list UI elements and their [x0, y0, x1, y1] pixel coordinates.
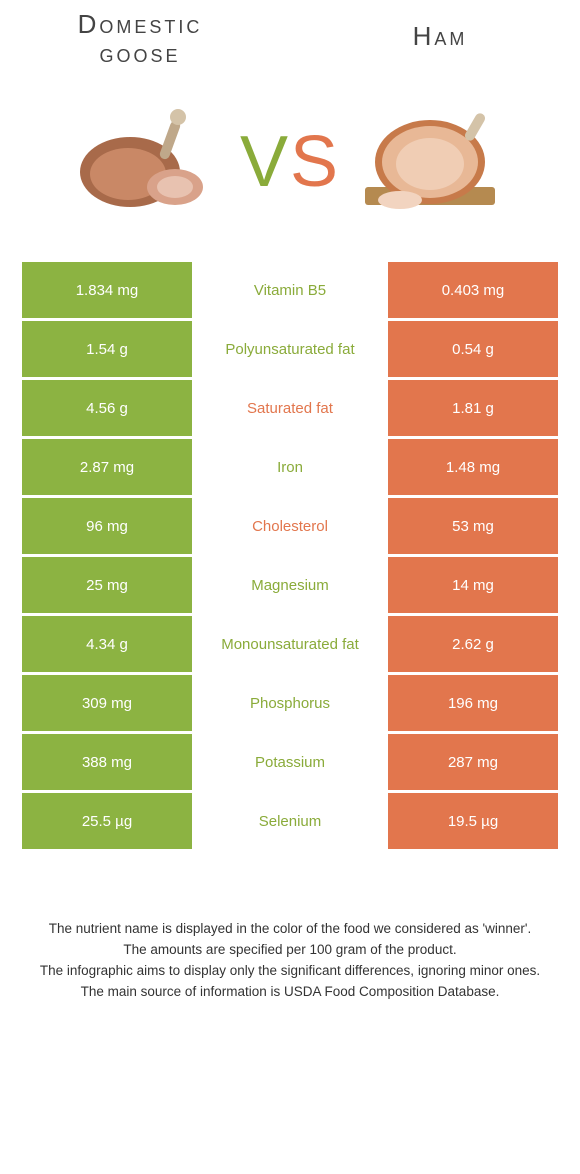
- table-row: 96 mgCholesterol53 mg: [22, 498, 558, 554]
- cell-right-value: 287 mg: [388, 734, 558, 790]
- footer-line: The main source of information is USDA F…: [30, 982, 550, 1003]
- cell-right-value: 14 mg: [388, 557, 558, 613]
- cell-right-value: 1.81 g: [388, 380, 558, 436]
- cell-nutrient-label: Iron: [192, 439, 388, 495]
- footer-line: The infographic aims to display only the…: [30, 961, 550, 982]
- cell-left-value: 25.5 µg: [22, 793, 192, 849]
- cell-nutrient-label: Phosphorus: [192, 675, 388, 731]
- comparison-table: 1.834 mgVitamin B50.403 mg1.54 gPolyunsa…: [22, 262, 558, 849]
- cell-left-value: 25 mg: [22, 557, 192, 613]
- cell-left-value: 4.56 g: [22, 380, 192, 436]
- cell-left-value: 4.34 g: [22, 616, 192, 672]
- vs-row: VS: [0, 102, 580, 222]
- cell-nutrient-label: Potassium: [192, 734, 388, 790]
- cell-right-value: 196 mg: [388, 675, 558, 731]
- table-row: 1.54 gPolyunsaturated fat0.54 g: [22, 321, 558, 377]
- cell-right-value: 0.403 mg: [388, 262, 558, 318]
- cell-nutrient-label: Vitamin B5: [192, 262, 388, 318]
- food-image-right: [350, 102, 510, 222]
- cell-nutrient-label: Monounsaturated fat: [192, 616, 388, 672]
- table-row: 4.34 gMonounsaturated fat2.62 g: [22, 616, 558, 672]
- table-row: 309 mgPhosphorus196 mg: [22, 675, 558, 731]
- table-row: 2.87 mgIron1.48 mg: [22, 439, 558, 495]
- cell-right-value: 0.54 g: [388, 321, 558, 377]
- cell-right-value: 19.5 µg: [388, 793, 558, 849]
- cell-left-value: 1.834 mg: [22, 262, 192, 318]
- cell-nutrient-label: Magnesium: [192, 557, 388, 613]
- title-left: Domestic goose: [40, 10, 240, 67]
- cell-left-value: 96 mg: [22, 498, 192, 554]
- cell-nutrient-label: Selenium: [192, 793, 388, 849]
- footer-line: The amounts are specified per 100 gram o…: [30, 940, 550, 961]
- food-image-left: [70, 102, 230, 222]
- cell-nutrient-label: Cholesterol: [192, 498, 388, 554]
- vs-label: VS: [240, 121, 340, 203]
- table-row: 4.56 gSaturated fat1.81 g: [22, 380, 558, 436]
- cell-right-value: 1.48 mg: [388, 439, 558, 495]
- cell-left-value: 1.54 g: [22, 321, 192, 377]
- footer-line: The nutrient name is displayed in the co…: [30, 919, 550, 940]
- table-row: 25 mgMagnesium14 mg: [22, 557, 558, 613]
- header: Domestic goose Ham: [0, 0, 580, 67]
- footer-notes: The nutrient name is displayed in the co…: [30, 919, 550, 1003]
- vs-s: S: [290, 122, 340, 202]
- cell-right-value: 53 mg: [388, 498, 558, 554]
- cell-left-value: 309 mg: [22, 675, 192, 731]
- cell-nutrient-label: Saturated fat: [192, 380, 388, 436]
- cell-left-value: 2.87 mg: [22, 439, 192, 495]
- table-row: 388 mgPotassium287 mg: [22, 734, 558, 790]
- title-right: Ham: [340, 22, 540, 51]
- cell-right-value: 2.62 g: [388, 616, 558, 672]
- table-row: 1.834 mgVitamin B50.403 mg: [22, 262, 558, 318]
- table-row: 25.5 µgSelenium19.5 µg: [22, 793, 558, 849]
- cell-left-value: 388 mg: [22, 734, 192, 790]
- vs-v: V: [240, 122, 290, 202]
- cell-nutrient-label: Polyunsaturated fat: [192, 321, 388, 377]
